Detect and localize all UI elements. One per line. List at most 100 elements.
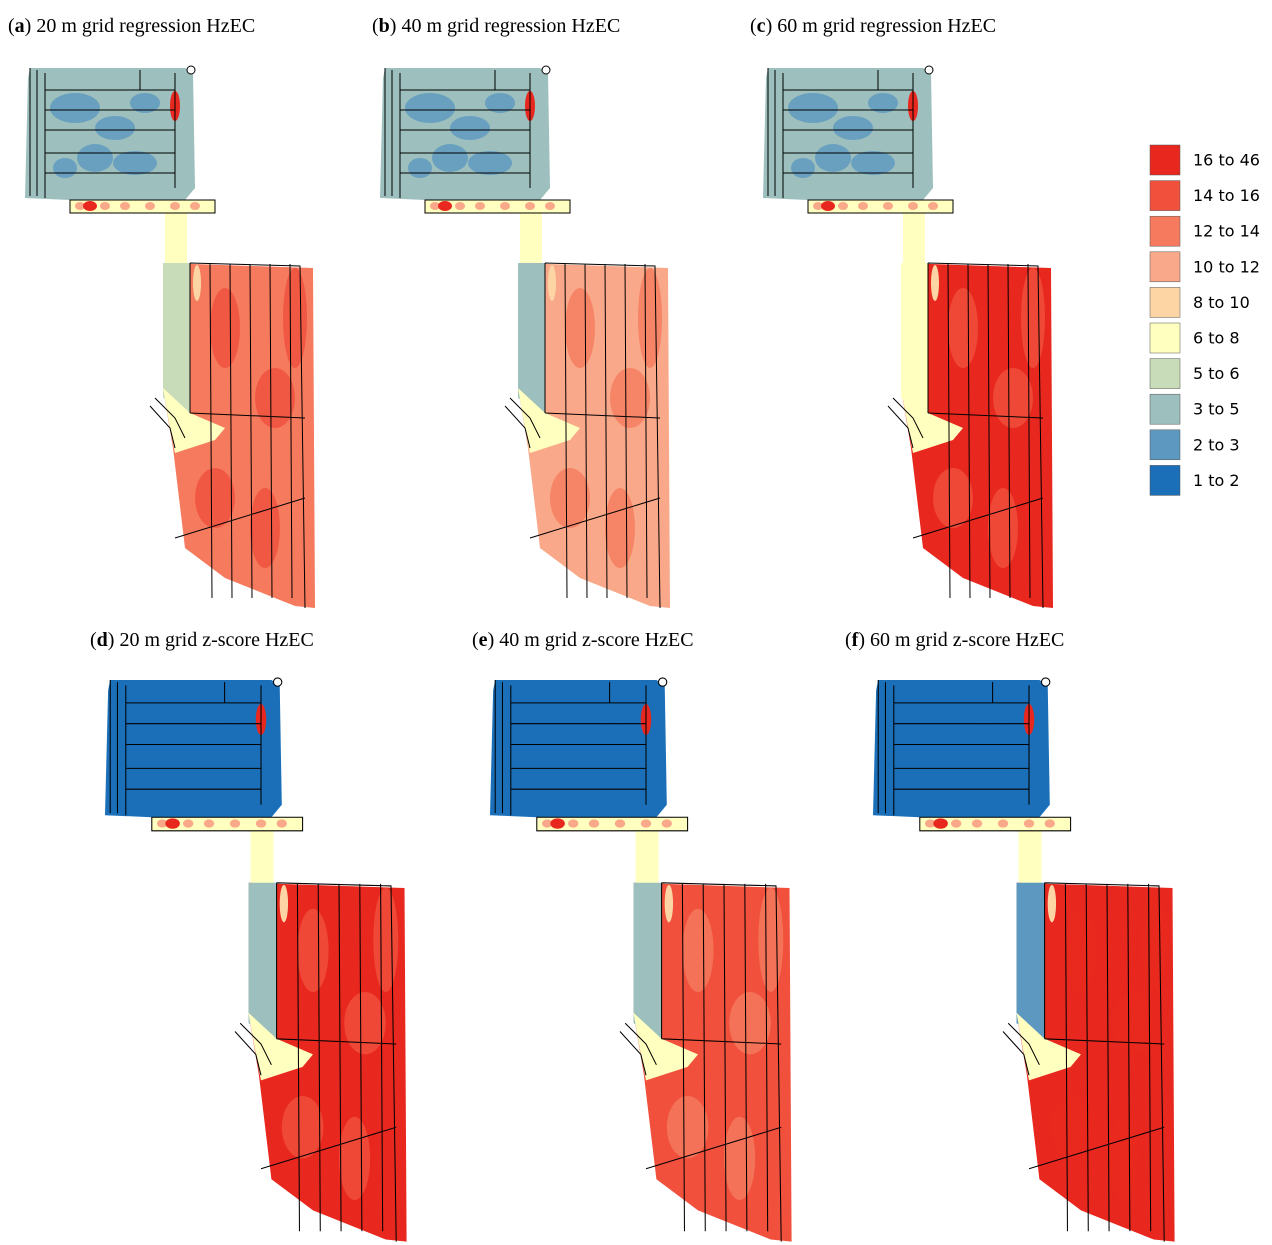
- strip-spot: [525, 202, 535, 210]
- patch: [833, 116, 873, 140]
- caption-letter: e: [479, 629, 488, 651]
- strip-spot: [641, 819, 651, 827]
- strip-spot: [568, 819, 578, 827]
- field-patch: [255, 368, 295, 428]
- field-patch: [729, 992, 771, 1054]
- panel-caption: (e) 40 m grid z-score HzEC: [472, 629, 694, 651]
- patch: [113, 151, 157, 175]
- strip-spot: [1024, 819, 1034, 827]
- hotspot: [193, 265, 201, 301]
- left-strip: [634, 883, 662, 1039]
- strip-spot: [277, 819, 287, 827]
- field-patch: [210, 288, 240, 368]
- strip-spot: [589, 819, 599, 827]
- patch: [544, 759, 581, 788]
- left-strip: [518, 263, 545, 413]
- field-patch: [988, 488, 1018, 568]
- legend-label: 14 to 16: [1193, 186, 1260, 205]
- strip-spot: [928, 202, 938, 210]
- caption-letter: c: [757, 15, 766, 37]
- field-patch: [933, 468, 973, 528]
- knob: [925, 66, 933, 74]
- figure: (a) 20 m grid regression HzEC(b) 40 m gr…: [0, 0, 1272, 1245]
- strip-spot: [170, 202, 180, 210]
- field-patch: [1141, 888, 1166, 992]
- field-patch: [1065, 909, 1096, 992]
- hotspot: [83, 201, 97, 211]
- caption-rest: ) 40 m grid regression HzEC: [390, 15, 621, 37]
- patch: [131, 706, 183, 737]
- left-strip: [901, 263, 928, 413]
- field-patch: [195, 468, 235, 528]
- connector: [903, 213, 925, 265]
- strip-spot: [475, 202, 485, 210]
- hotspot: [665, 885, 673, 922]
- field-map: [873, 678, 1175, 1242]
- caption-rest: ) 20 m grid z-score HzEC: [108, 629, 314, 651]
- strip-spot: [183, 819, 193, 827]
- field-patch: [344, 992, 386, 1054]
- field-patch: [283, 268, 307, 368]
- patch: [791, 158, 815, 178]
- field-map: [25, 66, 315, 608]
- legend-label: 10 to 12: [1193, 257, 1260, 276]
- strip-spot: [998, 819, 1008, 827]
- connector: [251, 831, 274, 885]
- strip-spot: [838, 202, 848, 210]
- field-patch: [605, 488, 635, 568]
- panel-caption: (b) 40 m grid regression HzEC: [372, 15, 620, 37]
- patch: [563, 730, 605, 755]
- legend-swatch: [1150, 145, 1180, 175]
- strip-spot: [858, 202, 868, 210]
- field-map: [490, 678, 792, 1242]
- field-patch: [1021, 268, 1045, 368]
- strip-spot: [100, 202, 110, 210]
- legend-swatch: [1150, 252, 1180, 282]
- patch: [197, 766, 243, 791]
- legend-label: 1 to 2: [1193, 471, 1240, 490]
- patch: [582, 766, 628, 791]
- patch: [902, 774, 927, 795]
- field-patch: [565, 288, 595, 368]
- field-patch: [1112, 992, 1154, 1054]
- strip-spot: [662, 819, 672, 827]
- strip-spot: [615, 819, 625, 827]
- patch: [159, 759, 196, 788]
- knob: [187, 66, 195, 74]
- hotspot: [1048, 885, 1056, 922]
- knob: [273, 678, 281, 686]
- strip-spot: [545, 202, 555, 210]
- caption-rest: ) 60 m grid regression HzEC: [766, 15, 997, 37]
- legend-swatch: [1150, 287, 1180, 317]
- hotspot: [821, 201, 835, 211]
- connector: [1019, 831, 1042, 885]
- legend-label: 5 to 6: [1193, 364, 1240, 383]
- patch: [788, 93, 838, 123]
- field-map: [105, 678, 407, 1242]
- patch: [178, 730, 220, 755]
- field-patch: [1107, 1117, 1138, 1200]
- legend-label: 8 to 10: [1193, 293, 1250, 312]
- knob: [1041, 678, 1049, 686]
- hotspot: [933, 818, 948, 828]
- field-patch: [339, 1117, 370, 1200]
- strip-spot: [204, 819, 214, 827]
- hotspot: [548, 265, 556, 301]
- patch: [134, 774, 159, 795]
- hotspot: [931, 265, 939, 301]
- strip-spot: [190, 202, 200, 210]
- caption-letter: d: [97, 629, 108, 651]
- strip-spot: [120, 202, 130, 210]
- field-patch: [297, 909, 328, 992]
- panel-caption: (f) 60 m grid z-score HzEC: [845, 629, 1064, 651]
- legend-label: 3 to 5: [1193, 400, 1240, 419]
- hotspot: [438, 201, 452, 211]
- patch: [450, 116, 490, 140]
- knob: [542, 66, 550, 74]
- legend-swatch: [1150, 181, 1180, 211]
- strip-spot: [908, 202, 918, 210]
- strip-spot: [455, 202, 465, 210]
- field-patch: [1050, 1096, 1092, 1158]
- patch: [927, 759, 964, 788]
- hotspot: [165, 818, 180, 828]
